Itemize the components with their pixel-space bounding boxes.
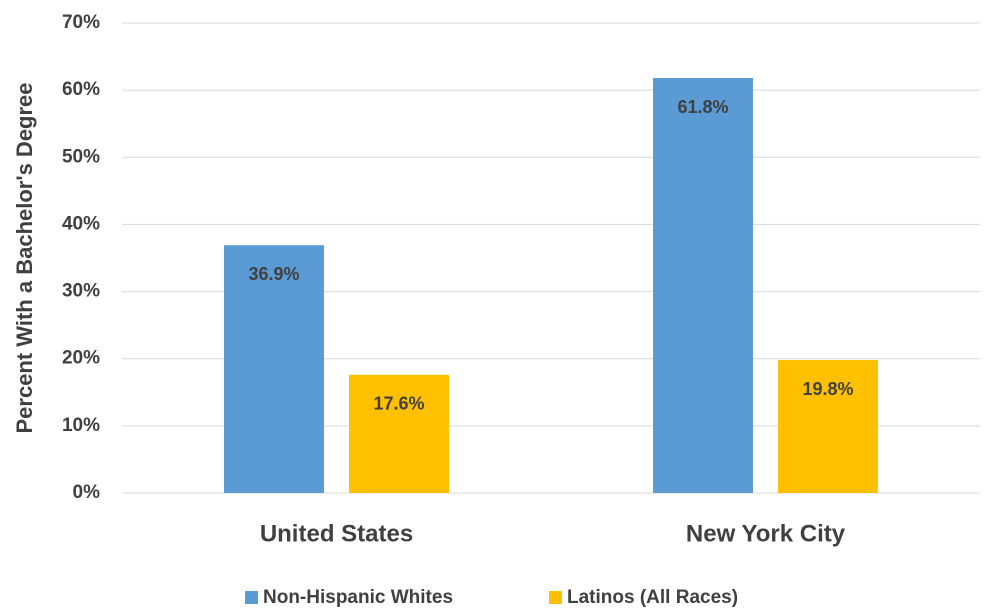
x-tick-label: New York City [686, 520, 846, 547]
y-tick-label: 40% [62, 213, 100, 234]
bar [349, 374, 449, 493]
data-label: 17.6% [373, 394, 424, 414]
data-label: 19.8% [802, 379, 853, 399]
bar [224, 245, 324, 493]
y-tick-label: 20% [62, 348, 100, 369]
y-tick-label: 60% [62, 79, 100, 100]
bar [778, 360, 878, 493]
legend-label: Non-Hispanic Whites [263, 587, 453, 608]
y-tick-label: 50% [62, 146, 100, 167]
x-tick-label: United States [260, 520, 413, 547]
legend-swatch [549, 591, 562, 604]
y-tick-label: 10% [62, 415, 100, 436]
data-label: 36.9% [248, 264, 299, 284]
data-label: 61.8% [677, 97, 728, 117]
bar [653, 78, 753, 494]
y-axis-title: Percent With a Bachelor's Degree [12, 82, 37, 433]
legend-swatch [245, 591, 258, 604]
y-tick-label: 70% [62, 12, 100, 33]
y-tick-label: 30% [62, 281, 100, 302]
legend-label: Latinos (All Races) [567, 587, 738, 608]
y-tick-label: 0% [73, 482, 101, 503]
